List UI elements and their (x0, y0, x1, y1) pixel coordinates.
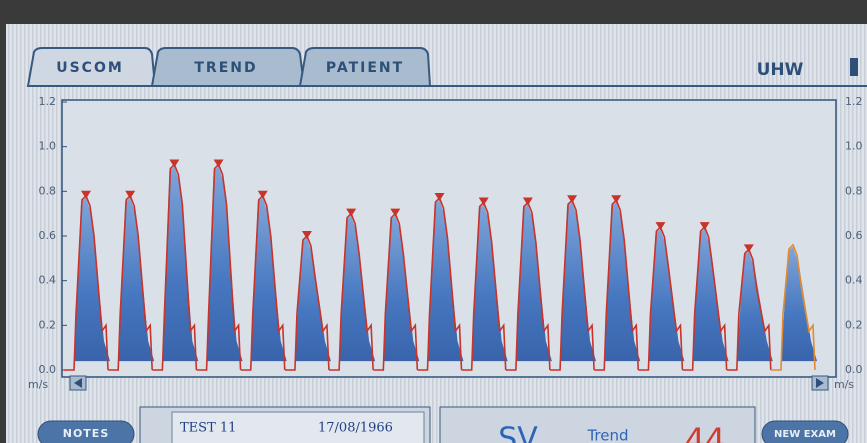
y-tick-label: 0.2 (39, 318, 57, 331)
y-tick-label: 0.2 (845, 318, 863, 331)
patient-name: TEST 11 (180, 421, 236, 436)
parameter-name: SV (498, 422, 538, 443)
parameter-mode: Trend (586, 427, 628, 443)
tab-label: PATIENT (326, 60, 404, 76)
page: {"tabs": ["USCOM", "TREND", "PATIENT"], … (0, 0, 867, 443)
unit-label: m/s (834, 378, 854, 391)
tab-label: USCOM (56, 60, 124, 76)
y-tick-label: 1.2 (845, 95, 863, 108)
y-tick-label: 0.4 (39, 274, 57, 287)
y-tick-label: 0.6 (845, 229, 863, 242)
tab-label: TREND (194, 60, 257, 76)
battery-icon (850, 58, 858, 76)
parameter-value: 44 (685, 421, 726, 443)
button-label: NEW EXAM (774, 429, 836, 440)
button-label: NOTES (63, 427, 110, 440)
device-screen: USCOM TREND PATIENT UHW 0.0 0.0 0.2 0.2 0.4 0… (0, 0, 867, 443)
birth-date: 17/08/1966 (318, 421, 393, 436)
y-tick-label: 1.2 (39, 95, 57, 108)
y-tick-label: 0.8 (845, 184, 863, 197)
y-tick-label: 0.8 (39, 184, 57, 197)
y-tick-label: 0.0 (39, 363, 57, 376)
unit-label: m/s (28, 378, 48, 391)
y-tick-label: 0.4 (845, 274, 863, 287)
site-label: UHW (757, 60, 804, 80)
y-tick-label: 1.0 (39, 140, 57, 153)
y-tick-label: 0.6 (39, 229, 57, 242)
y-tick-label: 1.0 (845, 140, 863, 153)
y-tick-label: 0.0 (845, 363, 863, 376)
